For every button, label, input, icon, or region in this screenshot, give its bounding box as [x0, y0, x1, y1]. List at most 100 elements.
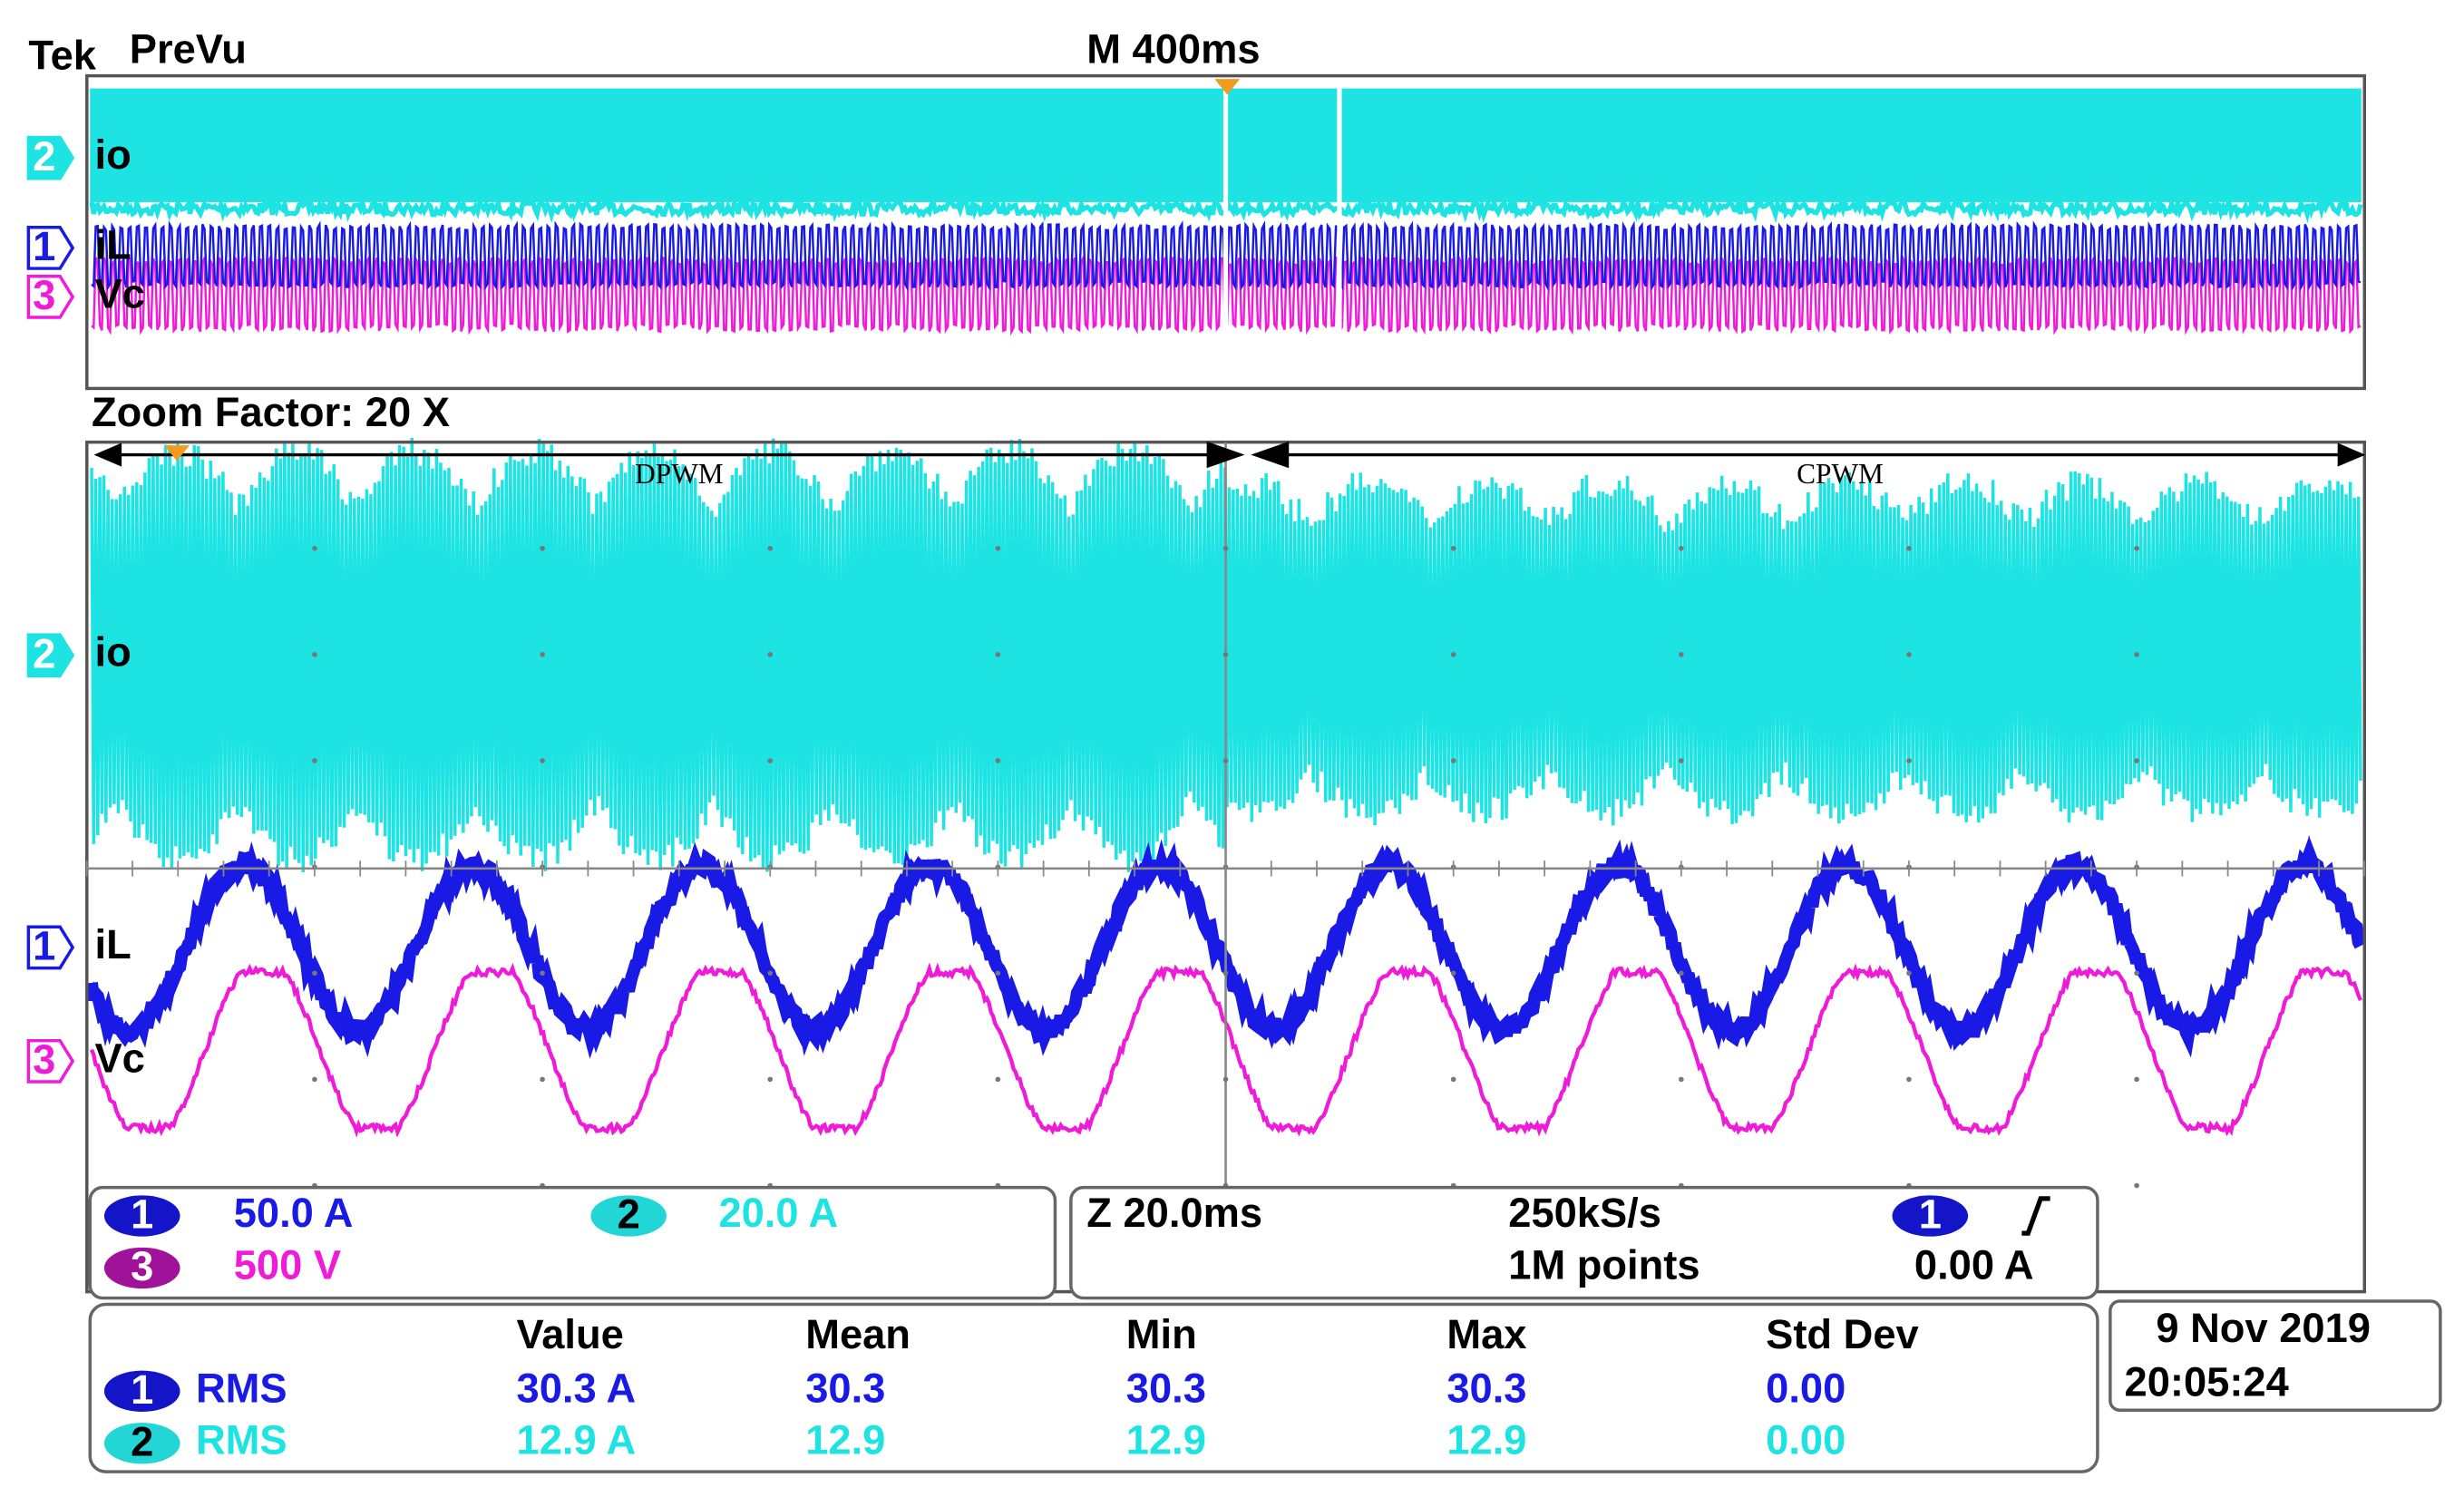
channel-label: iL [95, 921, 131, 967]
column-header: Min [1126, 1311, 1197, 1357]
grid-dot [995, 545, 1001, 551]
channel-flag [26, 925, 75, 970]
measure-value: 0.00 [1766, 1365, 1846, 1411]
channel-badge [1892, 1195, 1969, 1237]
channel-badge-number: 1 [131, 1366, 153, 1413]
measure-value: 30.3 [805, 1365, 885, 1411]
grid-dot [312, 652, 317, 657]
channel-label: iL [95, 221, 131, 267]
channel-label: io [95, 629, 131, 676]
column-header: Mean [805, 1311, 911, 1357]
acquisition-box [1069, 1185, 2099, 1300]
grid-dot [1450, 545, 1456, 551]
grid-dot [1679, 758, 1684, 763]
grid-dot [2134, 758, 2139, 763]
grid-dot [540, 652, 545, 657]
channel-badge [103, 1195, 180, 1237]
grid-dot [1906, 1076, 1912, 1083]
channel-label: Vc [95, 1035, 145, 1081]
grid-dot [312, 758, 317, 763]
channel-scale: 50.0 A [234, 1190, 354, 1236]
mode: PreVu [130, 25, 247, 72]
grid-dot [1222, 970, 1229, 977]
grid-dot [1222, 545, 1229, 551]
column-header: Std Dev [1766, 1311, 1919, 1357]
grid-dot [995, 758, 1001, 763]
grid-dot [767, 758, 774, 763]
grid-dot [2134, 652, 2139, 657]
grid [85, 442, 2366, 1292]
channel-flag [26, 633, 75, 678]
channel-markers: 2 io 1 iL 3 Vc 2 io 1 iL 3 Vc [26, 131, 145, 1084]
channel-badge [103, 1423, 180, 1464]
grid-dot [1679, 970, 1684, 977]
measure-value: 12.9 A [517, 1417, 637, 1463]
region-label: CPWM [1797, 458, 1884, 490]
grid-dot [995, 1076, 1001, 1083]
channel-number: 1 [33, 223, 55, 269]
measure-value: 12.9 [1126, 1417, 1206, 1463]
grid-dot [995, 970, 1001, 977]
channel-number: 1 [33, 923, 55, 969]
column-header: Max [1446, 1311, 1526, 1357]
channel-flag [26, 226, 75, 270]
column-header: Value [517, 1311, 624, 1357]
measure-value: 0.00 [1766, 1417, 1846, 1463]
grid-dot [540, 758, 545, 763]
channel-badge [590, 1195, 667, 1237]
grid-dot [1906, 545, 1912, 551]
channel-badge [103, 1370, 180, 1412]
grid-dot [1679, 1076, 1684, 1083]
grid-dot [540, 970, 545, 977]
measure-value: 30.3 A [517, 1365, 637, 1411]
grid-dot [995, 652, 1001, 657]
channel-label: Vc [95, 270, 145, 316]
trigger-marker [1214, 79, 1241, 95]
grid-dot [1450, 652, 1456, 657]
measure-value: 30.3 [1126, 1365, 1206, 1411]
channel-number: 2 [33, 630, 55, 676]
grid-dot [2134, 1182, 2139, 1189]
grid-dot [312, 545, 317, 551]
grid-dot [312, 1076, 317, 1083]
sample-rate: 250kS/s [1508, 1190, 1661, 1236]
grid-dot [1450, 758, 1456, 763]
channel-number: 3 [33, 272, 55, 318]
channel-badge-number: 3 [131, 1243, 153, 1289]
channel-number: 2 [33, 133, 55, 180]
brand: Tek [28, 32, 96, 78]
grid-dot [1450, 970, 1456, 977]
channel-scale: 500 V [234, 1241, 341, 1288]
grid-dot [1679, 545, 1684, 551]
grid-dot [1679, 652, 1684, 657]
channel-badge-number: 2 [131, 1418, 153, 1464]
measure-value: 12.9 [1446, 1417, 1526, 1463]
zoom-time: Z 20.0ms [1086, 1190, 1262, 1236]
grid-dot [1906, 970, 1912, 977]
channel-badge [103, 1247, 180, 1289]
channel-label: io [95, 131, 131, 178]
zoom-marker [164, 445, 190, 462]
grid-dot [2134, 970, 2139, 977]
readouts: 1 50.0 A 2 20.0 A 3 500 V 1 Value Mean Min Max Std … [103, 1190, 1969, 1464]
measure-value: 12.9 [805, 1417, 885, 1463]
grid-dot [767, 545, 774, 551]
region-label: DPWM [635, 458, 723, 490]
waveforms [85, 88, 2367, 1138]
grid-dot [1222, 1076, 1229, 1083]
time: 20:05:24 [2125, 1358, 2289, 1405]
record-length: 1M points [1508, 1241, 1699, 1288]
grid-dot [767, 970, 774, 977]
date-box [2109, 1299, 2442, 1412]
grid-dot [540, 1076, 545, 1083]
zoom-label: Zoom Factor: 20 X [92, 389, 450, 435]
channel-flag [26, 135, 75, 180]
channel-scale: 20.0 A [718, 1190, 838, 1236]
channel-number: 3 [33, 1036, 55, 1083]
grid-dot [2134, 545, 2139, 551]
channel-badge-number: 1 [131, 1191, 153, 1238]
grid-dot [1222, 758, 1229, 763]
grid-dot [767, 652, 774, 657]
trigger-level: 0.00 A [1914, 1241, 2034, 1288]
